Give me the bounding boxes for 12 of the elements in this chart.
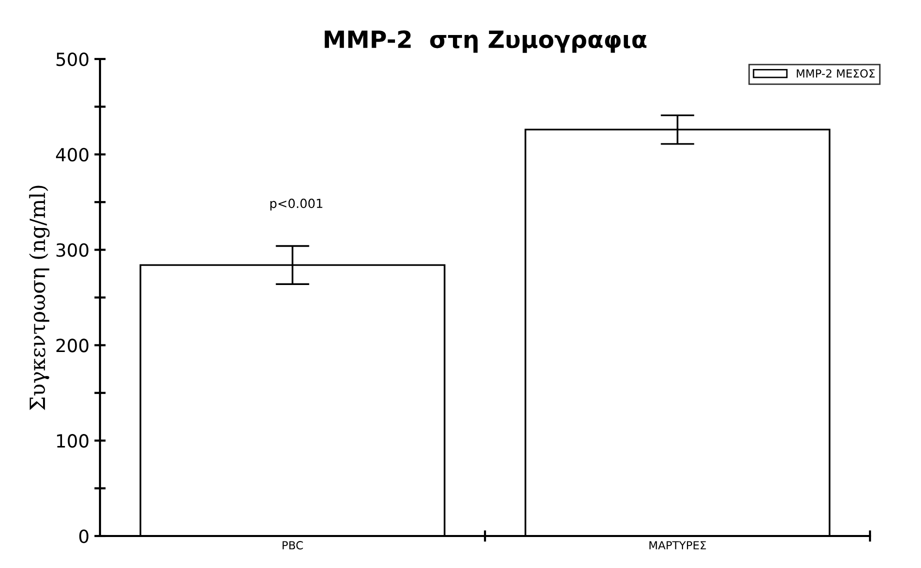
x-tick-label: PBC [282, 541, 303, 550]
x-tick-label: ΜΑΡΤΥΡΕΣ [649, 541, 706, 550]
legend-label: MMP-2 ΜΕΣΟΣ [796, 69, 875, 78]
y-tick-label: 500 [56, 52, 88, 66]
y-tick-label: 100 [57, 434, 88, 448]
y-tick-label: 0 [79, 529, 88, 544]
annotation: p<0.001 [270, 198, 322, 211]
y-tick-label: 200 [56, 338, 88, 352]
y-tick-label: 300 [56, 243, 88, 257]
chart-title: MMP-2 στη Ζυμογραφια [324, 30, 646, 53]
y-tick-label: 400 [56, 148, 88, 162]
y-axis-title: Συγκεντρωση (ng/ml) [29, 186, 50, 410]
